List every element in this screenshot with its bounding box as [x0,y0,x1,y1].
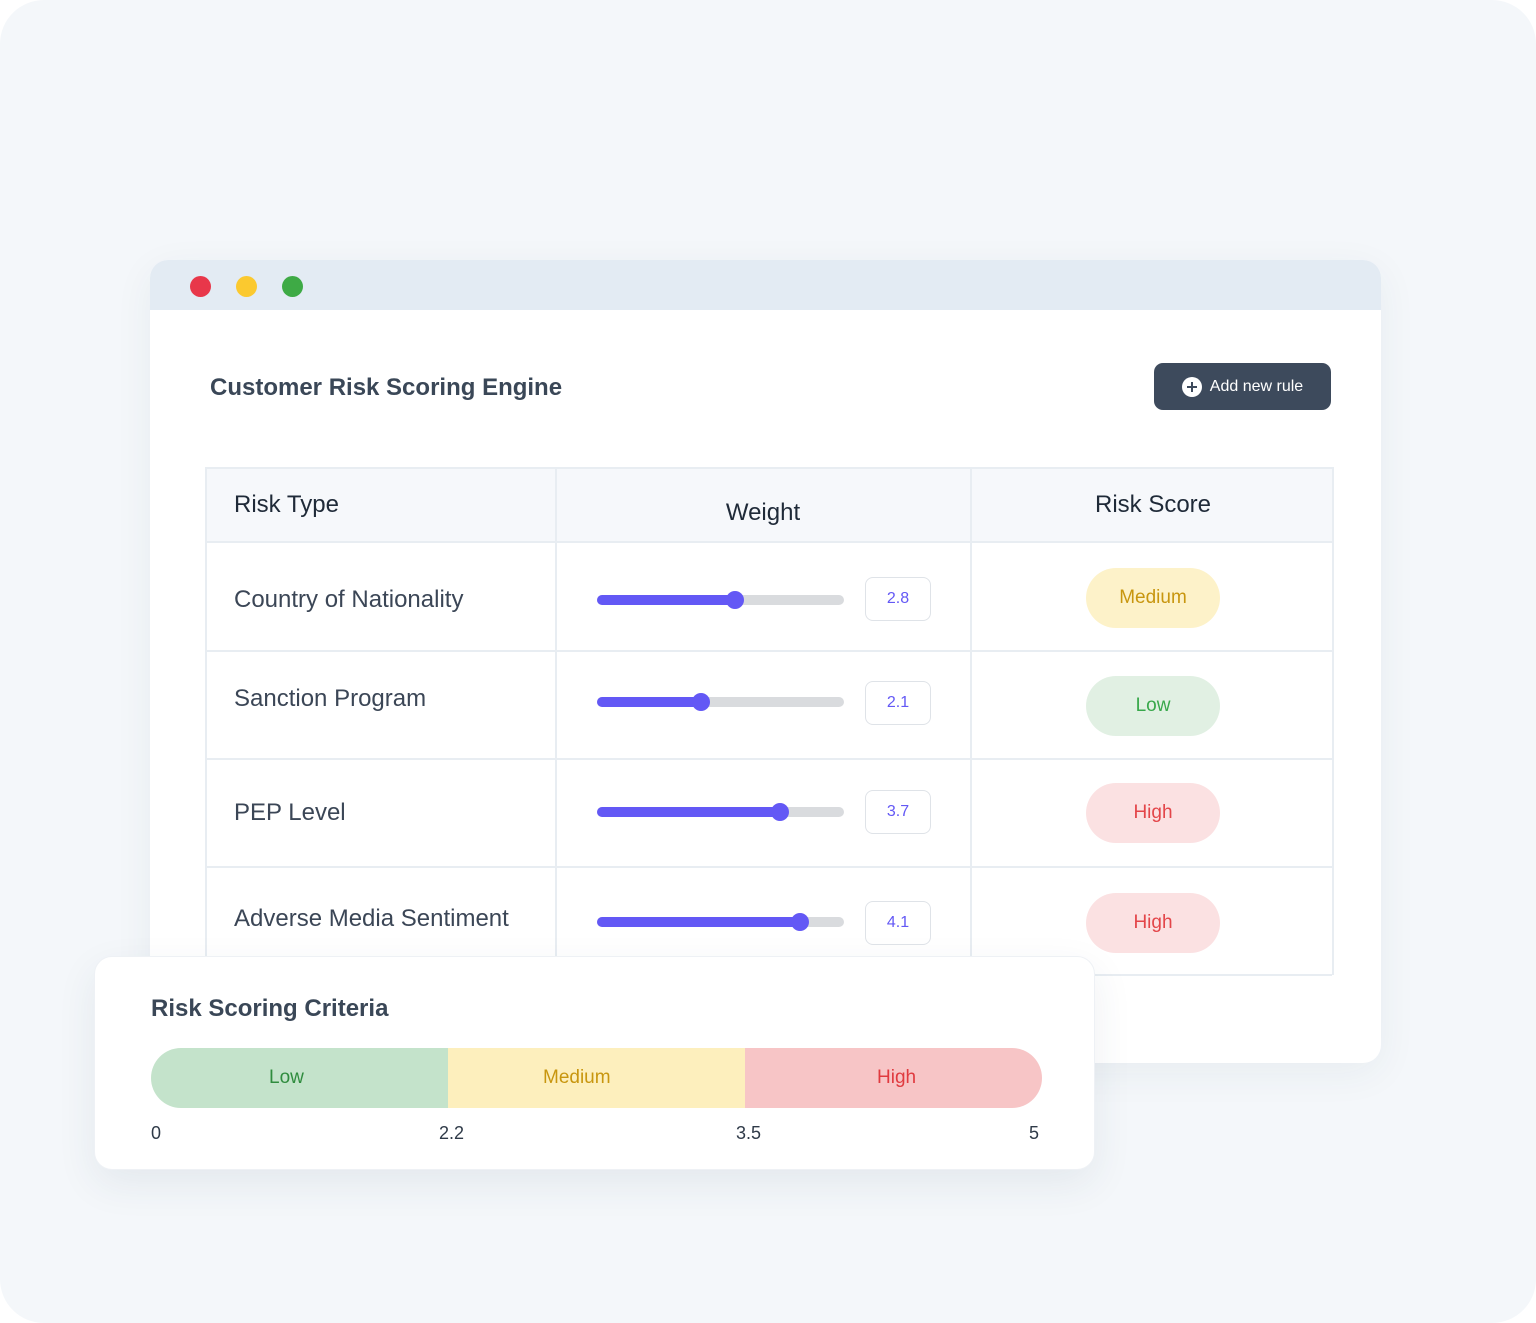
weight-slider[interactable] [597,591,844,609]
criteria-segment-label: High [877,1067,917,1088]
minimize-window-button[interactable] [236,276,257,297]
table-row: Country of Nationality 2.8 Medium [207,543,1332,652]
slider-thumb[interactable] [790,913,809,931]
criteria-scale-bar: Low Medium High [151,1048,1042,1108]
slider-fill [597,917,800,927]
risk-score-badge: High [1086,783,1220,843]
criteria-tick-label: 5 [1029,1123,1040,1143]
slider-thumb[interactable] [691,693,710,711]
weight-slider[interactable] [597,803,844,821]
risk-type-label: PEP Level [234,799,346,826]
slider-fill [597,807,780,817]
add-new-rule-button[interactable]: Add new rule [1154,363,1331,410]
slider-track [597,697,844,707]
criteria-tick-label: 0 [151,1123,162,1143]
criteria-segment-label: Low [269,1067,304,1088]
risk-score-badge: Low [1086,676,1220,736]
column-header-risk-type: Risk Type [234,491,339,518]
column-header-risk-score: Risk Score [1094,491,1212,518]
column-divider [970,469,972,975]
close-window-button[interactable] [190,276,211,297]
weight-value-input[interactable]: 2.8 [865,577,931,621]
maximize-window-button[interactable] [282,276,303,297]
risk-score-badge: High [1086,893,1220,953]
weight-slider[interactable] [597,693,844,711]
weight-value-input[interactable]: 4.1 [865,901,931,945]
criteria-segment-high: High [745,1048,1042,1108]
risk-score-badge: Medium [1086,568,1220,628]
criteria-segment-medium: Medium [448,1048,745,1108]
column-header-weight: Weight [725,499,801,526]
weight-slider[interactable] [597,913,844,931]
criteria-segment-low: Low [151,1048,448,1108]
window-titlebar [150,260,1381,310]
slider-thumb[interactable] [770,803,789,821]
weight-value-input[interactable]: 2.1 [865,681,931,725]
slider-fill [597,595,736,605]
app-window: Customer Risk Scoring Engine Add new rul… [150,260,1381,1063]
risk-type-label: Adverse Media Sentiment [234,905,509,932]
plus-circle-icon [1181,376,1202,397]
risk-scoring-criteria-card: Risk Scoring Criteria Low Medium High 0 … [94,956,1095,1170]
criteria-segment-label: Medium [543,1067,611,1088]
column-divider [555,469,557,975]
slider-fill [597,697,701,707]
weight-value-input[interactable]: 3.7 [865,790,931,834]
slider-thumb[interactable] [726,591,745,609]
risk-type-label: Sanction Program [234,685,427,712]
table-header: Risk Type Weight Risk Score [207,469,1332,543]
table-row: Sanction Program 2.1 Low [207,652,1332,760]
criteria-title: Risk Scoring Criteria [151,995,389,1022]
page-title: Customer Risk Scoring Engine [210,374,563,401]
table-row: PEP Level 3.7 High [207,760,1332,868]
criteria-tick-label: 2.2 [439,1123,465,1143]
risk-table: Risk Type Weight Risk Score Country of N… [205,467,1334,976]
criteria-tick-label: 3.5 [736,1123,762,1143]
risk-type-label: Country of Nationality [234,586,464,613]
add-new-rule-label: Add new rule [1209,377,1304,395]
